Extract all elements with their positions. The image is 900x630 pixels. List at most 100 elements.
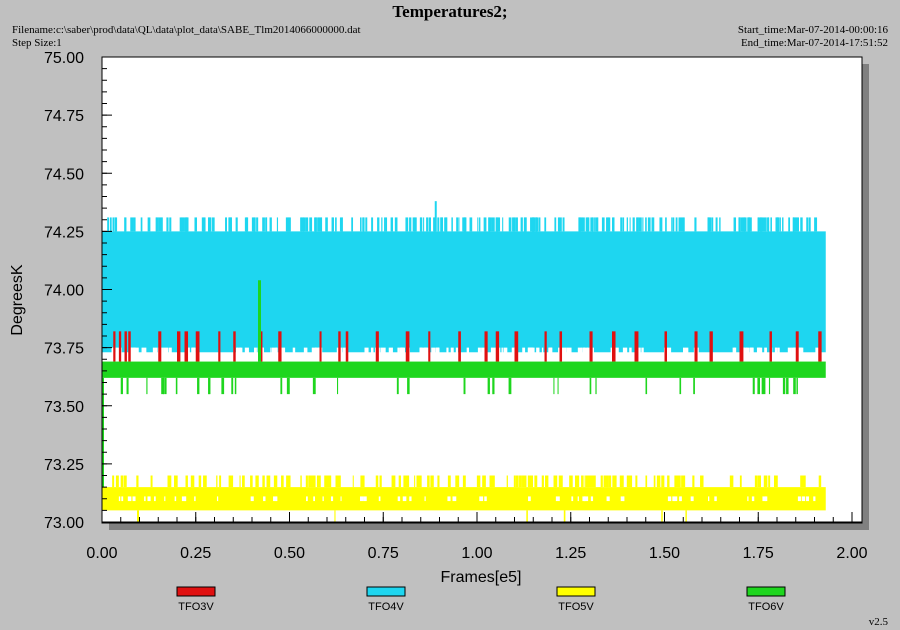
series-tfo4v-gap xyxy=(815,347,821,362)
series-tfo4v-spike xyxy=(335,217,337,232)
series-tfo4v-spike xyxy=(532,217,535,232)
series-tfo4v-spike xyxy=(639,217,642,232)
chart-title: Temperatures2; xyxy=(392,2,508,21)
series-tfo4v-spike xyxy=(498,217,501,232)
series-tfo4v-spike xyxy=(530,217,533,232)
series-tfo4v-spike xyxy=(437,217,440,232)
series-tfo4v-spike xyxy=(796,217,799,232)
series-tfo4v-gap xyxy=(548,347,553,362)
series-tfo4v-spike xyxy=(269,217,272,232)
series-tfo4v-spike xyxy=(301,217,304,232)
series-tfo4v-gap xyxy=(734,347,736,362)
series-tfo4v-spike xyxy=(112,217,115,232)
y-tick-label: 74.75 xyxy=(44,108,84,125)
series-tfo4v-gap xyxy=(501,347,503,362)
series-tfo5v-spike xyxy=(522,475,527,488)
series-tfo4v-spike xyxy=(578,217,580,232)
series-tfo4v-gap xyxy=(397,347,400,362)
series-tfo4v-gap xyxy=(577,347,582,362)
series-tfo4v-spike xyxy=(738,217,740,232)
series-tfo4v-spike xyxy=(559,217,562,232)
series-tfo4v-gap xyxy=(666,347,669,362)
series-tfo6v-spike xyxy=(164,377,167,395)
series-tfo4v-spike xyxy=(800,217,803,232)
series-tfo4v-spike xyxy=(428,217,431,232)
series-tfo4v-spike xyxy=(479,217,481,232)
series-tfo3v-spike xyxy=(458,331,461,362)
series-tfo5v-spike xyxy=(527,475,530,488)
series-tfo4v-gap xyxy=(279,347,286,362)
series-tfo3v-spike xyxy=(769,331,772,362)
series-tfo6v-spike xyxy=(396,377,399,395)
series-tfo5v-spike xyxy=(583,475,585,488)
series-tfo5v-spike xyxy=(242,475,245,488)
series-tfo5v-spike xyxy=(818,475,822,488)
series-tfo4v-spike xyxy=(642,217,644,232)
series-tfo5v-spike xyxy=(553,475,558,488)
series-tfo4v-spike xyxy=(317,217,320,232)
series-tfo4v-spike xyxy=(309,217,313,232)
series-tfo4v-gap xyxy=(163,347,169,362)
series-tfo5v-gap xyxy=(402,496,407,502)
x-tick-label: 1.75 xyxy=(743,545,774,562)
series-tfo4v-spike xyxy=(508,217,512,232)
series-tfo4v-gap xyxy=(380,347,386,362)
series-tfo6v-spike xyxy=(595,377,597,395)
series-tfo3v-spike xyxy=(612,331,616,362)
series-tfo5v-gap xyxy=(263,496,266,502)
series-tfo4v-spike xyxy=(749,217,752,232)
series-tfo3v-spike xyxy=(338,331,341,362)
series-tfo4v-spike xyxy=(814,217,818,232)
series-tfo4v-gap xyxy=(466,347,470,362)
series-tfo5v-spike xyxy=(360,475,365,488)
series-tfo5v-gap xyxy=(673,496,678,502)
series-tfo4v-spike xyxy=(414,217,417,232)
series-tfo4v-spike xyxy=(109,217,112,232)
series-tfo4v-spike xyxy=(740,217,744,232)
legend-swatch-tfo3v xyxy=(176,586,216,597)
series-tfo4v-spike xyxy=(515,217,518,232)
series-tfo5v-spike xyxy=(403,475,406,488)
series-tfo6v-spike xyxy=(146,377,148,395)
series-tfo5v-gap xyxy=(528,496,531,502)
series-tfo4v-gap xyxy=(667,347,672,362)
series-tfo4v-gap xyxy=(490,347,496,362)
series-tfo3v-spike xyxy=(818,331,822,362)
series-tfo4v-spike xyxy=(155,217,159,232)
series-tfo4v-spike xyxy=(325,217,328,232)
series-tfo4v-gap xyxy=(186,347,190,362)
series-tfo6v-spike xyxy=(120,377,123,395)
series-tfo5v-spike xyxy=(198,475,202,488)
x-axis-label: Frames[e5] xyxy=(441,569,522,586)
series-tfo4v-spike xyxy=(495,217,497,232)
series-tfo4v-spike xyxy=(682,217,685,232)
series-tfo5v-gap xyxy=(801,496,806,502)
y-tick-label: 74.50 xyxy=(44,166,84,183)
series-tfo4v-spike xyxy=(133,217,136,232)
series-tfo4v-spike xyxy=(169,217,172,232)
series-tfo5v-spike xyxy=(455,475,460,488)
series-tfo5v-gap xyxy=(184,496,187,502)
series-tfo5v-gap xyxy=(164,496,166,502)
series-tfo5v-gap xyxy=(479,496,484,502)
series-tfo5v-gap xyxy=(623,496,625,502)
series-tfo5v-gap xyxy=(132,496,136,502)
series-tfo4v-spike xyxy=(496,217,499,232)
series-tfo5v-spike xyxy=(300,475,302,488)
series-tfo4v-gap xyxy=(342,347,346,362)
series-tfo4v-spike xyxy=(194,217,197,232)
series-tfo4v-spike xyxy=(385,217,388,232)
series-tfo4v-spike xyxy=(767,217,769,232)
x-tick-label: 0.00 xyxy=(86,545,117,562)
series-tfo5v-gap xyxy=(672,496,675,502)
series-tfo5v-spike xyxy=(558,475,563,488)
series-tfo4v-spike xyxy=(469,217,473,232)
series-tfo5v-gap xyxy=(144,496,146,502)
series-tfo4v-spike xyxy=(671,217,673,232)
series-tfo4v-gap xyxy=(791,347,796,362)
series-tfo5v-gap xyxy=(118,496,121,502)
series-tfo4v-spike xyxy=(488,217,490,232)
series-tfo4v-spike xyxy=(645,217,647,232)
series-tfo5v-spike xyxy=(462,475,466,488)
